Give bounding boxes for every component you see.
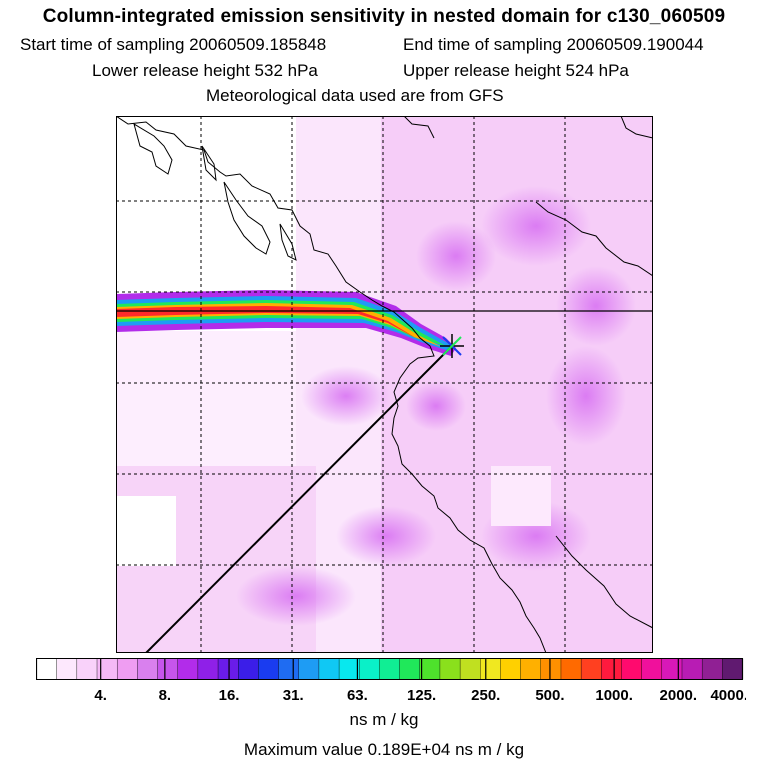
colorbar-cell	[580, 658, 602, 680]
plot-title: Column-integrated emission sensitivity i…	[42, 6, 726, 27]
colorbar-cell	[379, 658, 401, 680]
colorbar-cells	[36, 658, 744, 680]
sensitivity-field	[116, 116, 653, 653]
colorbar-cell	[137, 658, 159, 680]
colorbar-cell	[419, 658, 441, 680]
colorbar-tick-label: 31.	[283, 687, 304, 703]
colorbar-cell	[359, 658, 380, 680]
release-marker	[440, 334, 464, 358]
sensitivity-map	[116, 116, 653, 653]
colorbar-cell	[540, 658, 562, 680]
colorbar-cell	[560, 658, 582, 680]
upper-release-label: Upper release height 524 hPa	[403, 61, 629, 80]
colorbar-unit: ns m / kg	[349, 710, 419, 729]
colorbar-cell	[459, 658, 481, 680]
coastline	[116, 116, 653, 653]
end-time-label: End time of sampling 20060509.190044	[403, 35, 704, 54]
colorbar-cell	[661, 658, 683, 680]
met-data-label: Meteorological data used are from GFS	[206, 86, 504, 105]
colorbar-cell	[96, 658, 118, 680]
colorbar-cell	[641, 658, 663, 680]
colorbar-labels: 0.4.8.16.31.63.125.250.500.1000.2000.400…	[36, 658, 746, 703]
colorbar-cell	[500, 658, 522, 680]
colorbar-cell	[701, 658, 723, 680]
colorbar-cell	[439, 658, 461, 680]
colorbar-tick-label: 16.	[219, 687, 240, 703]
colorbar-tick-label: 4.	[94, 687, 107, 703]
colorbar-cell	[157, 658, 179, 680]
colorbar-cell	[681, 658, 703, 680]
colorbar-cell	[298, 658, 320, 680]
flight-track	[145, 345, 453, 653]
colorbar-tick-label: 4000.	[710, 687, 746, 703]
colorbar-cell	[36, 658, 58, 680]
colorbar-cell	[238, 658, 259, 680]
colorbar-cell	[116, 658, 138, 680]
colorbar-tick-label: 250.	[471, 687, 500, 703]
colorbar-cell	[480, 658, 501, 680]
maximum-value-label: Maximum value 0.189E+04 ns m / kg	[243, 740, 525, 759]
map-frame	[116, 116, 653, 653]
colorbar-tick-label: 63.	[347, 687, 368, 703]
colorbar-cell	[399, 658, 421, 680]
colorbar-cell	[520, 658, 542, 680]
colorbar-cell	[621, 658, 643, 680]
colorbar-tick-label: 125.	[407, 687, 436, 703]
colorbar-cell	[722, 658, 744, 680]
colorbar-cell	[258, 658, 280, 680]
colorbar-cell	[278, 658, 300, 680]
colorbar-cell	[177, 658, 199, 680]
colorbar-cell	[338, 658, 360, 680]
colorbar-tick-label: 500.	[535, 687, 564, 703]
colorbar-cell	[601, 658, 622, 680]
colorbar-tick-label: 1000.	[595, 687, 633, 703]
colorbar-tick-label: 2000.	[660, 687, 698, 703]
start-time-label: Start time of sampling 20060509.185848	[20, 35, 327, 54]
colorbar-cell	[197, 658, 219, 680]
colorbar: 0.4.8.16.31.63.125.250.500.1000.2000.400…	[36, 658, 746, 703]
lower-release-label: Lower release height 532 hPa	[92, 61, 318, 80]
colorbar-cell	[76, 658, 98, 680]
colorbar-cell	[217, 658, 239, 680]
colorbar-tick-label: 8.	[159, 687, 172, 703]
colorbar-cell	[56, 658, 78, 680]
colorbar-cell	[318, 658, 340, 680]
